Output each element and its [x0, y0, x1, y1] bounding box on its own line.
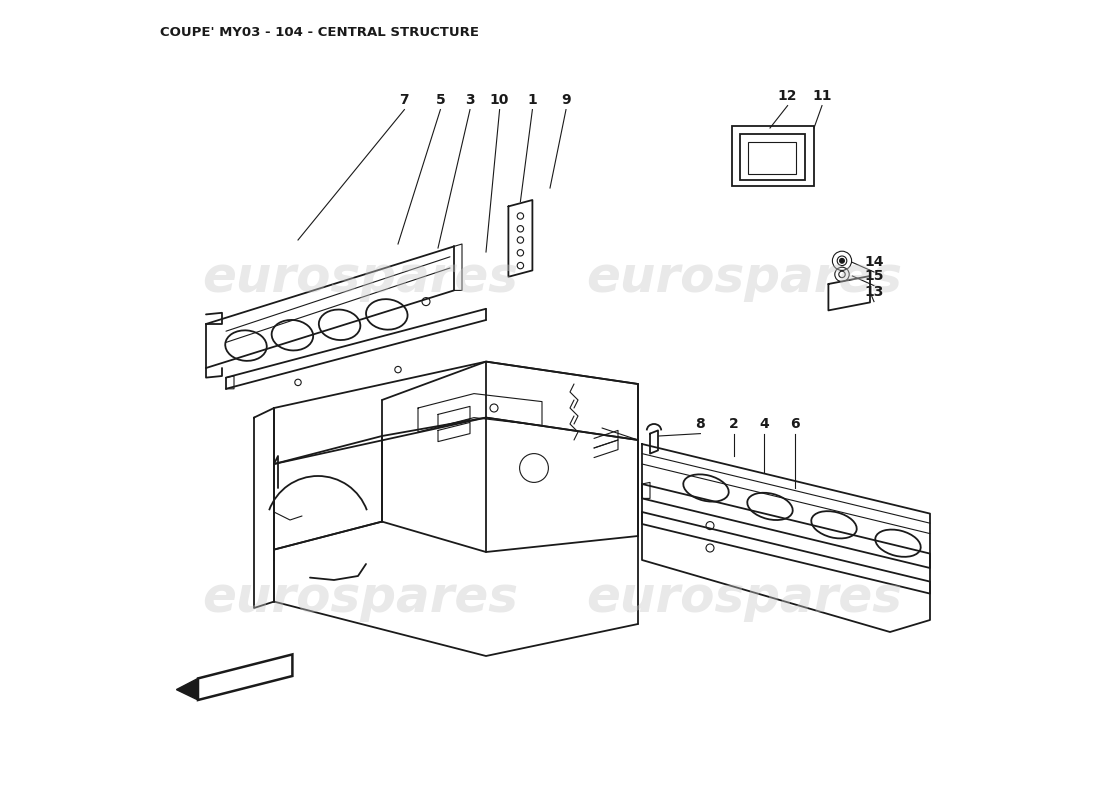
Text: 15: 15 — [865, 269, 883, 283]
Text: 7: 7 — [399, 93, 409, 107]
Polygon shape — [176, 678, 198, 700]
Text: 6: 6 — [790, 417, 800, 431]
Text: 5: 5 — [436, 93, 446, 107]
Text: 13: 13 — [865, 285, 883, 299]
Bar — [733, 126, 814, 186]
Text: eurospares: eurospares — [586, 574, 902, 622]
Text: eurospares: eurospares — [202, 574, 518, 622]
Text: 1: 1 — [528, 93, 537, 107]
Text: 9: 9 — [561, 93, 571, 107]
Bar — [739, 134, 805, 180]
Text: 8: 8 — [695, 417, 705, 431]
Bar — [748, 142, 796, 174]
Text: 12: 12 — [778, 89, 798, 103]
Circle shape — [839, 258, 845, 263]
Text: 11: 11 — [812, 89, 832, 103]
Text: eurospares: eurospares — [586, 254, 902, 302]
Text: 4: 4 — [759, 417, 769, 431]
Text: COUPE' MY03 - 104 - CENTRAL STRUCTURE: COUPE' MY03 - 104 - CENTRAL STRUCTURE — [160, 26, 479, 38]
Text: 3: 3 — [465, 93, 475, 107]
Text: 14: 14 — [865, 255, 883, 270]
Text: 2: 2 — [729, 417, 739, 431]
Text: 10: 10 — [490, 93, 509, 107]
Text: eurospares: eurospares — [202, 254, 518, 302]
